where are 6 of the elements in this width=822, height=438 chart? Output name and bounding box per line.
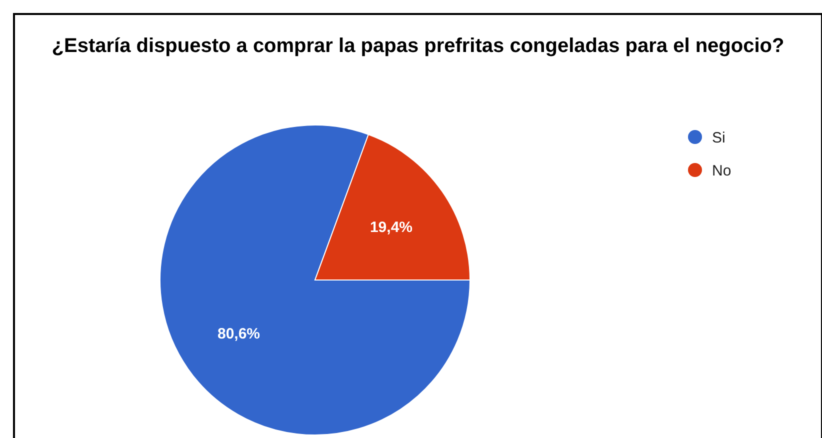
pie-slice: [160, 124, 470, 436]
data-label: 80,6%: [217, 325, 260, 342]
data-label: 19,4%: [370, 219, 413, 236]
chart-title: ¿Estaría dispuesto a comprar la papas prefritas congeladas para el negocio?: [52, 35, 784, 57]
legend-label: Si: [712, 129, 726, 146]
legend-label: No: [712, 162, 732, 180]
